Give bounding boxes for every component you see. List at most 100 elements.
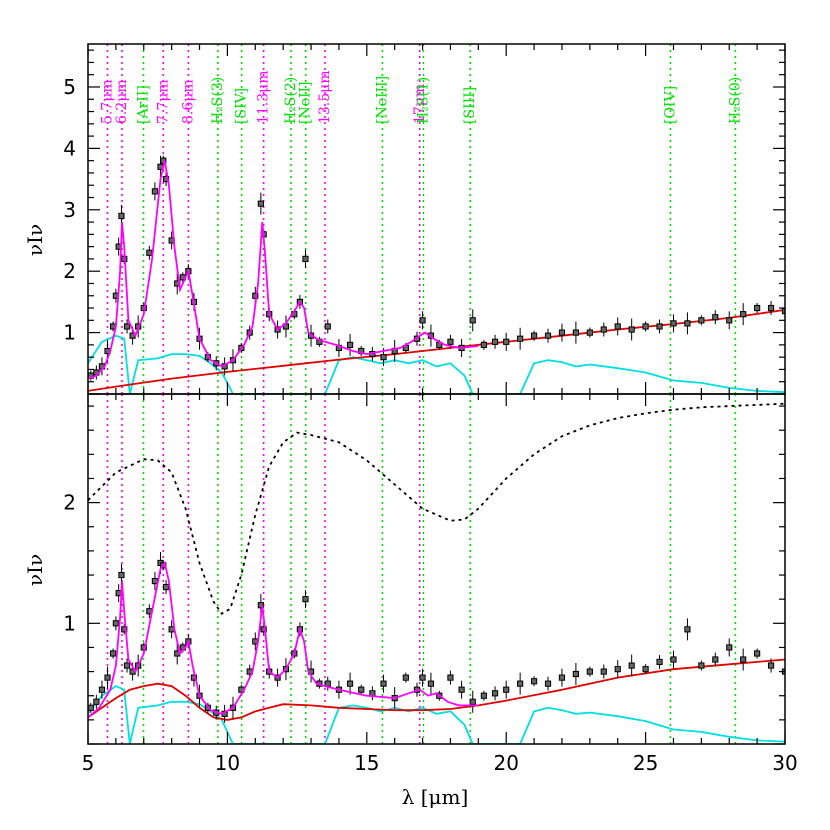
data-point-top-7 xyxy=(118,212,125,220)
panel-bottom: 12 xyxy=(63,393,786,745)
data-point-top-65 xyxy=(600,326,607,333)
data-point-bottom-77 xyxy=(767,662,775,669)
data-point-top-63 xyxy=(572,329,579,336)
y-tick-label-bottom-1: 2 xyxy=(63,491,76,515)
data-point-bottom-5 xyxy=(112,620,119,627)
line-label-6: [SIV] xyxy=(234,88,250,124)
data-point-top-53 xyxy=(447,338,454,345)
model-fit-curve-top xyxy=(88,160,479,380)
y-tick-label-top-2: 3 xyxy=(63,198,76,222)
data-point-top-57 xyxy=(491,338,499,345)
x-tick-label-3: 20 xyxy=(493,751,518,775)
data-point-bottom-63 xyxy=(572,670,579,678)
data-point-bottom-72 xyxy=(698,662,705,669)
data-point-bottom-68 xyxy=(642,666,649,673)
line-label-4: 8.6μm xyxy=(180,79,196,124)
data-point-bottom-17 xyxy=(162,584,170,591)
data-point-bottom-55 xyxy=(469,698,476,705)
line-label-10: 13.5μm xyxy=(317,70,333,124)
continuum-curve-top xyxy=(88,309,785,392)
line-label-0: 5.7μm xyxy=(100,79,116,124)
data-point-top-67 xyxy=(628,326,635,333)
data-point-bottom-48 xyxy=(402,674,409,681)
data-point-bottom-7 xyxy=(118,571,125,579)
data-point-bottom-0 xyxy=(88,704,94,711)
line-label-8: H₂S(2) xyxy=(283,77,299,124)
data-point-top-75 xyxy=(740,311,747,318)
data-point-bottom-8 xyxy=(121,626,128,633)
data-point-bottom-9 xyxy=(123,662,131,669)
data-point-bottom-50 xyxy=(419,674,426,681)
data-point-top-59 xyxy=(517,335,524,342)
data-point-bottom-1 xyxy=(93,698,100,705)
y-tick-label-top-0: 1 xyxy=(63,321,76,345)
data-point-top-43 xyxy=(346,341,354,348)
data-point-top-60 xyxy=(530,332,538,339)
y-tick-label-top-3: 4 xyxy=(63,136,76,160)
data-point-bottom-61 xyxy=(544,680,552,687)
data-point-bottom-73 xyxy=(712,656,719,663)
data-point-bottom-38 xyxy=(302,596,309,603)
data-point-bottom-43 xyxy=(346,680,354,687)
data-point-bottom-64 xyxy=(586,668,593,675)
line-label-11: [NeIII] xyxy=(374,76,390,124)
data-point-top-64 xyxy=(586,329,593,336)
line-label-14: [SIII] xyxy=(462,87,478,124)
data-point-top-70 xyxy=(670,320,677,327)
x-axis-label: λ [μm] xyxy=(402,785,469,809)
data-point-bottom-2 xyxy=(98,686,106,693)
data-point-top-58 xyxy=(503,338,510,345)
data-point-bottom-75 xyxy=(740,656,747,663)
data-point-bottom-76 xyxy=(754,650,761,657)
data-point-top-41 xyxy=(324,323,331,330)
data-point-bottom-44 xyxy=(358,686,365,693)
data-point-top-13 xyxy=(146,249,153,256)
line-label-9: [NeII] xyxy=(298,81,314,124)
data-point-bottom-67 xyxy=(628,662,635,669)
plot-area-top xyxy=(88,44,785,394)
data-point-top-55 xyxy=(469,317,476,324)
data-point-bottom-51 xyxy=(427,680,435,687)
data-point-top-62 xyxy=(558,329,566,336)
data-point-bottom-54 xyxy=(458,686,465,693)
x-axis: 5 10 15 20 25 30 xyxy=(82,751,798,775)
data-point-top-73 xyxy=(712,314,719,321)
data-point-top-76 xyxy=(754,304,761,312)
x-tick-label-0: 5 xyxy=(82,751,95,775)
data-point-top-72 xyxy=(698,317,705,324)
data-point-bottom-31 xyxy=(257,602,264,609)
data-point-top-46 xyxy=(380,354,387,361)
data-point-bottom-69 xyxy=(656,658,663,666)
x-tick-label-2: 15 xyxy=(354,751,379,775)
data-point-bottom-57 xyxy=(491,690,499,697)
data-point-bottom-14 xyxy=(151,577,159,585)
data-point-bottom-4 xyxy=(109,650,117,657)
y-axis-label-top: νIν xyxy=(23,224,47,256)
data-point-top-71 xyxy=(684,320,691,327)
data-point-bottom-46 xyxy=(380,680,387,687)
line-label-13: H₂S(1) xyxy=(415,77,431,124)
filter-curve-top xyxy=(88,334,785,394)
x-tick-label-1: 10 xyxy=(215,751,240,775)
extinction-curve xyxy=(88,402,785,615)
data-point-top-56 xyxy=(480,341,487,348)
data-point-bottom-74 xyxy=(726,644,733,651)
y-tick-label-top-1: 2 xyxy=(63,259,76,283)
line-label-16: H₂S(0) xyxy=(727,77,743,124)
line-label-7: 11.3μm xyxy=(256,70,272,124)
line-label-12: 17μm xyxy=(412,84,428,124)
data-point-top-50 xyxy=(419,317,426,324)
continuum-curve-bottom xyxy=(88,658,785,721)
data-point-bottom-60 xyxy=(530,678,538,685)
line-label-15: [OIV] xyxy=(662,86,678,124)
data-point-bottom-3 xyxy=(104,674,111,681)
y-tick-label-top-4: 5 xyxy=(63,75,76,99)
line-label-3: 7.7μm xyxy=(155,79,171,124)
data-point-top-69 xyxy=(656,323,663,330)
data-point-top-77 xyxy=(767,304,775,312)
data-point-bottom-71 xyxy=(684,626,691,633)
data-point-bottom-66 xyxy=(614,666,621,673)
data-point-bottom-56 xyxy=(480,692,487,699)
